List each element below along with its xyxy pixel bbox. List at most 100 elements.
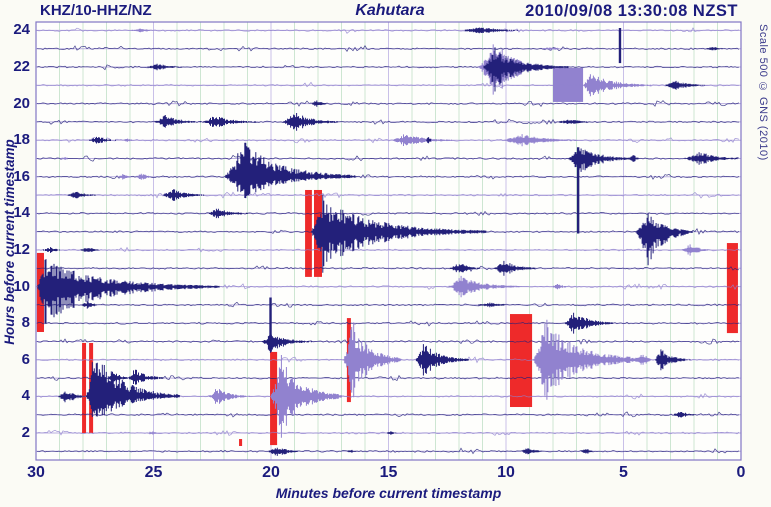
- y-tick-label: 2: [21, 424, 30, 441]
- event-waveform: [312, 100, 327, 107]
- x-tick-label: 30: [27, 464, 45, 481]
- hour-trace: [36, 118, 740, 125]
- event-waveform: [568, 148, 636, 172]
- clipped-signal-marker: [509, 314, 533, 408]
- event-waveform: [283, 113, 339, 131]
- event-waveform: [426, 137, 432, 144]
- event-waveform: [80, 248, 99, 252]
- x-tick-label: 0: [736, 464, 746, 481]
- y-tick-label: 6: [21, 350, 30, 368]
- event-waveform: [58, 391, 85, 403]
- y-tick-label: 4: [21, 387, 30, 405]
- event-waveform: [117, 174, 132, 180]
- event-waveform: [393, 134, 452, 146]
- x-tick-label: 15: [379, 464, 398, 481]
- event-waveform: [208, 208, 248, 219]
- seismic-events: [37, 27, 738, 456]
- event-waveform: [347, 449, 356, 453]
- event-waveform: [665, 80, 705, 90]
- event-waveform: [61, 157, 68, 160]
- trace-noise: [36, 27, 740, 455]
- event-waveform: [89, 136, 116, 144]
- hour-trace: [36, 411, 740, 418]
- clipped-signal-marker: [305, 189, 312, 277]
- hour-trace: [36, 191, 740, 199]
- y-tick-label: 18: [13, 131, 30, 149]
- station-code: KHZ/10-HHZ/NZ: [40, 2, 152, 19]
- event-waveform: [583, 74, 651, 97]
- event-waveform: [209, 389, 250, 404]
- y-tick-label: 8: [21, 314, 30, 332]
- event-waveform: [449, 264, 480, 273]
- event-waveform: [504, 134, 577, 147]
- event-waveform: [343, 322, 402, 398]
- y-tick-label: 22: [13, 58, 30, 75]
- event-waveform: [635, 354, 651, 365]
- event-waveform: [581, 449, 593, 454]
- clipped-signal-marker: [82, 342, 87, 433]
- y-tick-label: 24: [13, 21, 30, 39]
- event-waveform: [478, 302, 505, 308]
- event-waveform: [565, 312, 614, 334]
- event-waveform: [553, 284, 566, 290]
- event-waveform: [135, 173, 151, 180]
- x-tick-label: 20: [262, 464, 280, 481]
- event-waveform: [464, 27, 518, 34]
- hour-trace: [36, 265, 740, 272]
- event-waveform: [225, 142, 357, 199]
- hour-trace: [36, 173, 740, 180]
- event-waveform: [131, 28, 150, 33]
- event-waveform: [522, 448, 542, 455]
- event-waveform: [559, 119, 588, 124]
- event-waveform: [483, 47, 569, 92]
- event-waveform: [147, 431, 157, 435]
- event-waveform: [635, 213, 693, 266]
- event-waveform: [706, 47, 723, 51]
- x-tick-label: 25: [144, 464, 163, 481]
- event-waveform: [684, 152, 738, 165]
- hour-trace: [36, 210, 740, 217]
- event-waveform: [154, 115, 201, 128]
- hour-trace: [36, 447, 740, 455]
- y-tick-label: 14: [13, 204, 30, 222]
- event-waveform: [628, 155, 639, 162]
- plot-border: [35, 21, 742, 461]
- y-tick-label: 16: [13, 167, 30, 185]
- clipped-signal-marker: [239, 439, 243, 446]
- event-waveform: [261, 334, 312, 353]
- hour-trace: [36, 246, 740, 253]
- y-tick-label: 20: [13, 94, 30, 112]
- event-waveform: [81, 301, 97, 309]
- event-waveform: [129, 369, 163, 385]
- event-waveform: [448, 275, 520, 298]
- event-waveform: [43, 247, 60, 253]
- hour-trace: [36, 301, 740, 308]
- event-waveform: [682, 244, 708, 256]
- event-waveform: [124, 138, 133, 142]
- hour-trace: [36, 338, 740, 345]
- scale-copyright-label: Scale 500 © GNS (2010): [757, 24, 769, 161]
- hour-trace: [36, 100, 740, 108]
- event-waveform: [268, 447, 298, 456]
- y-tick-label: 12: [13, 241, 30, 258]
- event-waveform: [494, 260, 536, 276]
- event-waveform: [203, 116, 256, 127]
- event-waveform: [147, 63, 182, 71]
- clipped-signal-marker: [726, 243, 738, 334]
- event-waveform: [85, 362, 180, 417]
- hour-trace: [36, 27, 740, 34]
- event-waveform: [387, 431, 397, 435]
- event-waveform: [67, 191, 96, 199]
- event-waveform: [270, 355, 342, 438]
- event-waveform: [311, 194, 487, 273]
- event-waveform: [163, 189, 205, 201]
- x-axis-title: Minutes before current timestamp: [275, 485, 502, 501]
- event-waveform: [655, 349, 691, 371]
- hour-trace: [36, 45, 740, 52]
- event-waveform: [542, 47, 559, 50]
- current-timestamp: 2010/09/08 13:30:08 NZST: [525, 2, 738, 20]
- hour-trace: [36, 320, 740, 327]
- event-waveform: [674, 412, 694, 418]
